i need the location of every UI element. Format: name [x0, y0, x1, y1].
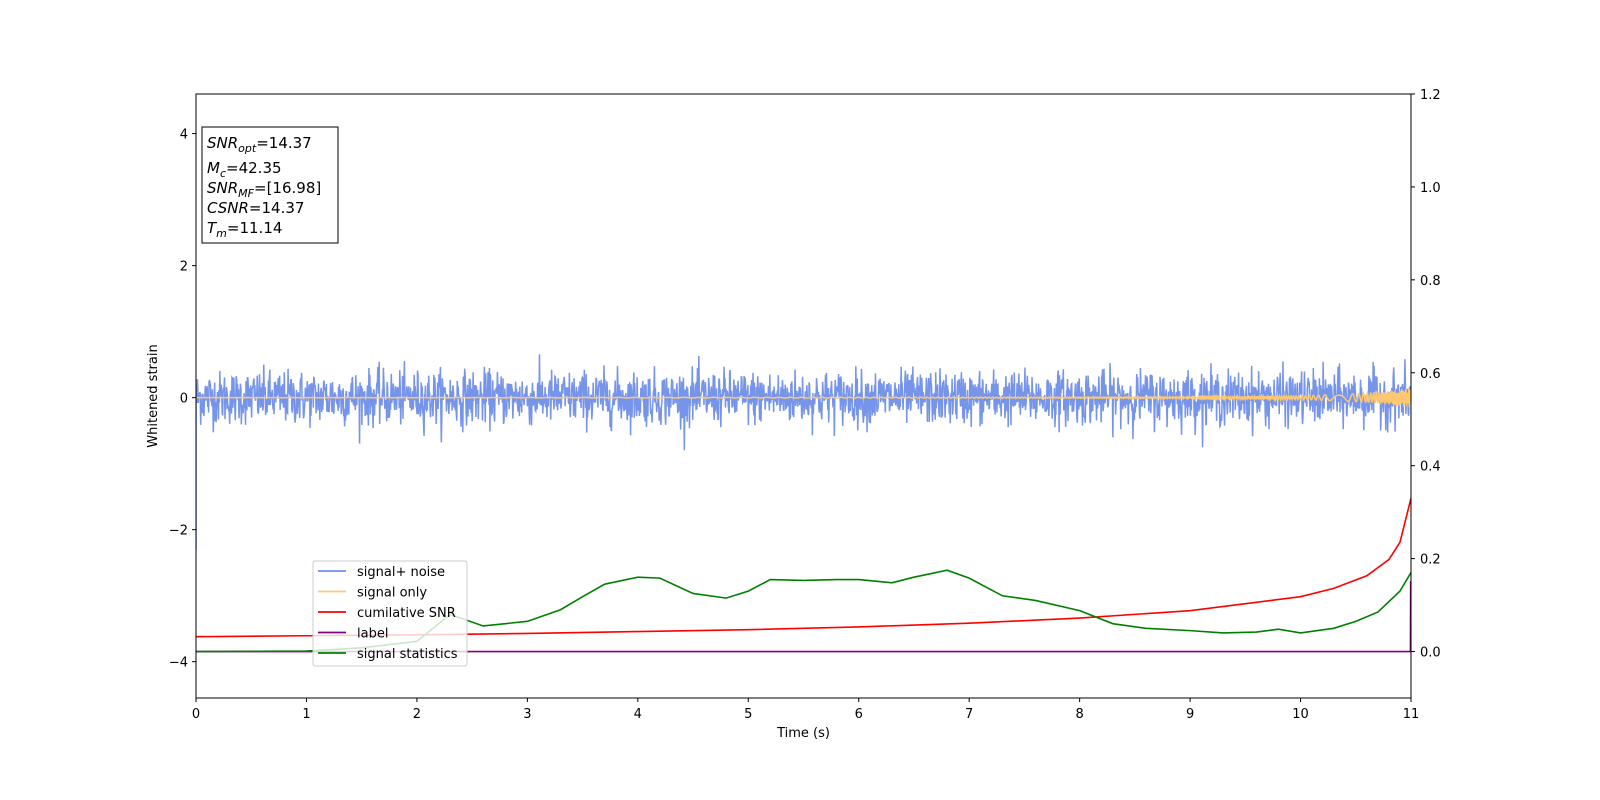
- x-axis-label: Time (s): [776, 726, 830, 741]
- info-line: SNRMF=[16.98]: [207, 179, 321, 200]
- info-line: SNRopt=14.37: [207, 134, 312, 155]
- y2-tick-label: 0.6: [1420, 367, 1441, 382]
- x-tick-label: 4: [634, 707, 642, 722]
- info-box-frame: [201, 126, 339, 244]
- x-tick-label: 3: [523, 707, 531, 722]
- y-axis-right: 0.0 0.2 0.4 0.6 0.8 1.0 1.2: [1411, 88, 1441, 661]
- x-tick-label: 7: [965, 707, 973, 722]
- y-tick-label: 0: [180, 392, 188, 407]
- x-tick-label: 1: [302, 707, 310, 722]
- y2-tick-label: 1.0: [1420, 181, 1441, 196]
- y-axis-label: Whitened strain: [146, 344, 161, 447]
- series-signal-statistics-line: [196, 569, 1411, 653]
- x-tick-label: 8: [1075, 707, 1083, 722]
- x-tick-label: 11: [1403, 707, 1420, 722]
- y2-tick-label: 0.8: [1420, 274, 1441, 289]
- series-signal-only-line: [196, 388, 1411, 408]
- y-tick-label: 2: [180, 260, 188, 275]
- y2-tick-label: 0.2: [1420, 553, 1441, 568]
- legend-label: signal statistics: [357, 647, 458, 662]
- info-line: Mc=42.35: [207, 159, 282, 180]
- x-tick-label: 9: [1186, 707, 1194, 722]
- plot-frame: [195, 93, 1412, 699]
- series-signal-noise-line: [196, 354, 1411, 550]
- y2-tick-label: 0.0: [1420, 646, 1441, 661]
- x-tick-label: 5: [744, 707, 752, 722]
- y2-tick-label: 1.2: [1420, 88, 1441, 103]
- y2-tick-label: 0.4: [1420, 460, 1441, 475]
- series-cumulative-snr-line: [196, 498, 1411, 638]
- legend-label: label: [357, 627, 388, 642]
- legend-label: signal only: [357, 586, 427, 601]
- info-line: Tm=11.14: [207, 219, 282, 240]
- y-axis-left: 4 2 0 −2 −4: [169, 128, 196, 671]
- y-tick-label: −4: [169, 656, 188, 671]
- info-line: CSNR=14.37: [207, 199, 304, 217]
- x-tick-label: 0: [192, 707, 200, 722]
- x-tick-label: 6: [855, 707, 863, 722]
- x-tick-label: 10: [1292, 707, 1309, 722]
- x-tick-label: 2: [413, 707, 421, 722]
- y-tick-label: 4: [180, 128, 188, 143]
- x-axis: 0 1 2 3 4 5 6 7 8 9 10 11: [192, 698, 1419, 722]
- info-box: SNRopt=14.37 Mc=42.35SNRMF=[16.98]CSNR=14…: [201, 126, 339, 244]
- legend-frame: [312, 560, 468, 667]
- legend-label: signal+ noise: [357, 565, 445, 580]
- y-tick-label: −2: [169, 524, 188, 539]
- legend: signal+ noise signal only cumilative SNR la…: [312, 560, 468, 667]
- legend-label: cumilative SNR: [357, 606, 456, 621]
